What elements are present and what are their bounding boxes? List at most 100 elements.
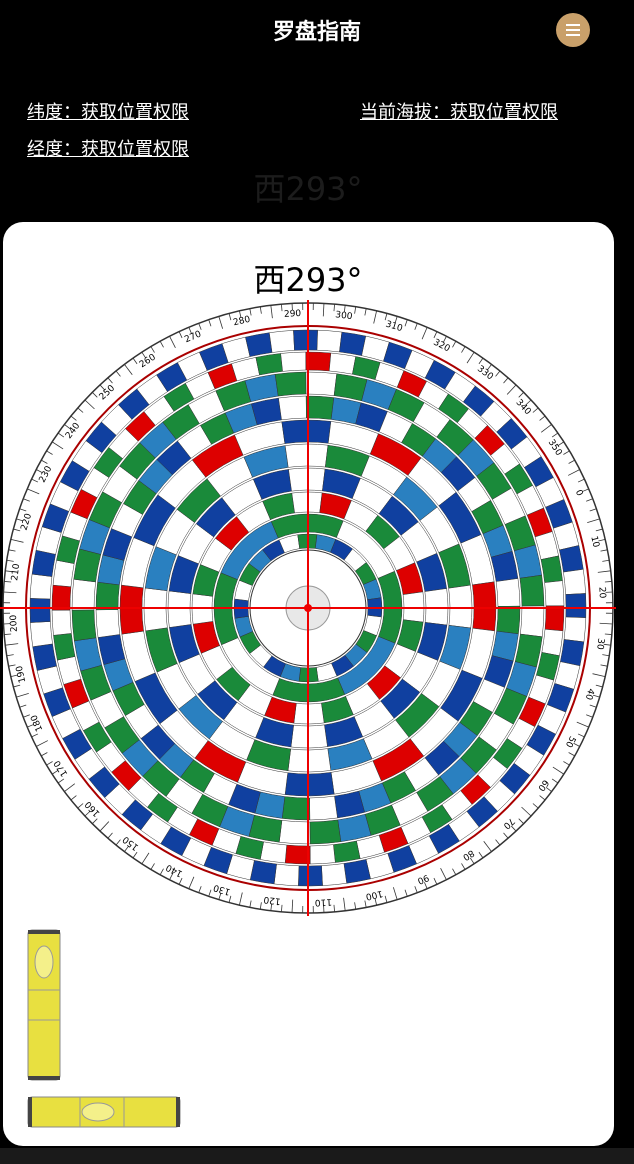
- degree-tick: [539, 795, 546, 801]
- degree-tick: [600, 549, 608, 552]
- degree-tick: [16, 518, 24, 522]
- dial-segment: [191, 593, 214, 625]
- degree-tick: [600, 664, 608, 667]
- longitude-link[interactable]: 经度：获取位置权限: [27, 139, 189, 160]
- dial-segment: [544, 605, 565, 632]
- vertical-level: [27, 929, 61, 1081]
- degree-tick: [452, 868, 457, 875]
- degree-label: 10: [588, 535, 600, 549]
- degree-tick: [433, 331, 438, 339]
- degree-tick: [506, 384, 517, 395]
- dial-segment: [293, 329, 318, 351]
- dial-segment: [516, 485, 544, 516]
- degree-tick: [404, 889, 408, 897]
- dial-segment: [291, 491, 323, 514]
- degree-tick: [602, 654, 610, 657]
- degree-tick: [169, 873, 174, 880]
- dial-segment: [309, 819, 342, 845]
- degree-tick: [124, 364, 133, 376]
- degree-label: 220: [20, 512, 35, 532]
- dial-segment: [309, 795, 338, 821]
- degree-tick: [461, 346, 466, 353]
- altitude-link[interactable]: 当前海拔：获取位置权限: [360, 102, 558, 123]
- degree-tick: [141, 351, 147, 359]
- dial-segment: [280, 351, 307, 372]
- degree-tick: [16, 692, 29, 698]
- dial-segment: [167, 590, 192, 628]
- degree-label: 50: [563, 734, 577, 749]
- degree-tick: [602, 559, 610, 562]
- degree-tick: [563, 761, 570, 766]
- degree-tick: [13, 528, 21, 532]
- dial-segment: [535, 477, 565, 508]
- degree-tick: [433, 877, 438, 885]
- degree-tick: [394, 316, 398, 324]
- degree-tick: [23, 714, 30, 718]
- degree-tick: [557, 441, 565, 447]
- degree-label: 110: [314, 896, 332, 907]
- center: [304, 604, 312, 612]
- degree-tick: [51, 441, 64, 450]
- dial-segment: [249, 860, 277, 885]
- degree-tick: [270, 903, 273, 911]
- degree-tick: [384, 313, 388, 321]
- degree-tick: [510, 825, 517, 832]
- degree-tick: [525, 399, 532, 406]
- degree-tick: [384, 895, 388, 903]
- dial-segment: [273, 863, 300, 887]
- degree-tick: [595, 684, 603, 688]
- degree-tick: [31, 478, 39, 483]
- latitude-link[interactable]: 纬度：获取位置权限: [27, 102, 189, 123]
- degree-tick: [582, 488, 589, 492]
- dial-segment: [293, 702, 325, 725]
- degree-tick: [178, 331, 183, 339]
- degree-tick: [333, 904, 335, 912]
- degree-tick: [364, 308, 367, 316]
- degree-label: 0: [573, 489, 585, 498]
- dial-segment: [321, 863, 347, 886]
- degree-tick: [150, 346, 155, 353]
- degree-tick: [354, 306, 357, 314]
- dial-segment: [53, 633, 76, 661]
- bottom-bar: [0, 1148, 634, 1164]
- degree-tick: [13, 684, 21, 688]
- degree-tick: [70, 795, 77, 801]
- degree-tick: [92, 392, 98, 398]
- degree-tick: [6, 559, 14, 562]
- degree-tick: [41, 752, 48, 757]
- dial-segment: [95, 609, 121, 638]
- degree-tick: [141, 852, 150, 865]
- dial-segment: [51, 584, 72, 611]
- degree-tick: [373, 310, 377, 324]
- heading-text: 西293°: [253, 261, 363, 299]
- dial-segment: [284, 844, 311, 865]
- dial-segment: [29, 598, 51, 623]
- degree-tick: [587, 518, 600, 524]
- degree-label: 190: [15, 664, 29, 683]
- degree-tick: [503, 377, 509, 384]
- degree-tick: [322, 303, 325, 317]
- degree-tick: [442, 336, 447, 343]
- degree-label: 130: [212, 882, 232, 897]
- degree-tick: [518, 392, 524, 398]
- degree-tick: [8, 549, 16, 552]
- degree-tick: [586, 714, 593, 718]
- dial-segment: [284, 772, 335, 797]
- degree-tick: [539, 415, 546, 421]
- degree-tick: [249, 900, 252, 908]
- dial-segment: [559, 545, 584, 573]
- degree-tick: [27, 488, 40, 495]
- degree-tick: [19, 704, 27, 708]
- degree-tick: [64, 424, 71, 429]
- degree-tick: [228, 313, 232, 321]
- degree-tick: [51, 769, 59, 775]
- degree-tick: [198, 886, 202, 893]
- degree-tick: [31, 733, 39, 738]
- degree-label: 120: [263, 894, 282, 906]
- menu-button[interactable]: [556, 13, 590, 47]
- degree-tick: [107, 377, 113, 384]
- dial-segment: [30, 621, 53, 647]
- degree-tick: [573, 742, 580, 747]
- dial-segment: [343, 859, 371, 884]
